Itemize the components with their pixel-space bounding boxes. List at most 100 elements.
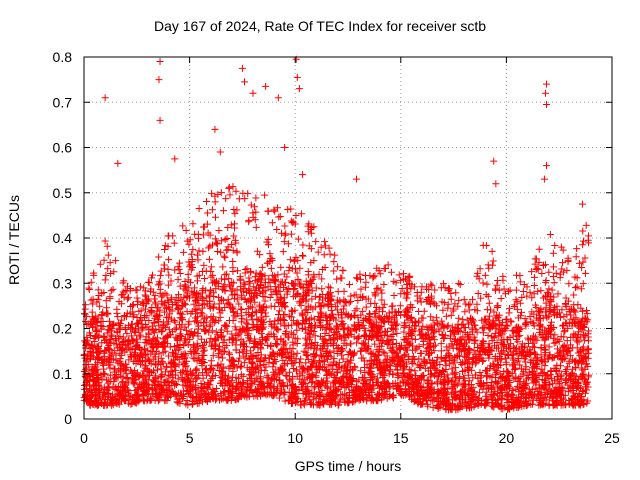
data-point — [455, 296, 463, 304]
data-point — [245, 218, 253, 226]
data-point — [549, 273, 557, 281]
data-point — [136, 283, 144, 291]
data-point — [176, 259, 184, 267]
data-point — [385, 384, 393, 392]
data-point — [112, 334, 120, 342]
data-point — [535, 258, 543, 266]
data-point — [405, 353, 413, 361]
data-point — [229, 257, 237, 265]
data-point — [153, 366, 161, 374]
data-point — [516, 278, 524, 286]
data-point — [559, 246, 567, 254]
data-point — [366, 356, 374, 364]
data-point — [241, 281, 249, 289]
data-point — [397, 276, 405, 284]
data-point — [265, 275, 273, 283]
data-point — [337, 274, 345, 282]
data-point — [380, 281, 388, 289]
data-point — [176, 282, 184, 290]
data-point — [516, 361, 524, 369]
data-point — [180, 293, 188, 301]
x-axis-label: GPS time / hours — [294, 458, 402, 474]
data-point — [584, 362, 592, 370]
data-point — [243, 265, 251, 273]
data-point — [484, 261, 492, 269]
data-point — [563, 337, 571, 345]
data-point — [82, 301, 90, 309]
data-point — [570, 291, 578, 299]
data-point — [547, 318, 555, 326]
data-point — [204, 385, 212, 393]
data-point — [405, 341, 413, 349]
data-point — [186, 336, 194, 344]
data-point — [238, 291, 246, 299]
data-point — [102, 271, 110, 279]
data-point — [158, 300, 166, 308]
data-point — [316, 358, 324, 366]
data-point — [483, 280, 491, 288]
data-point — [186, 236, 194, 244]
data-point — [261, 191, 269, 199]
data-point — [245, 277, 253, 285]
data-point — [230, 206, 238, 214]
data-point — [233, 364, 241, 372]
data-point — [148, 303, 156, 311]
data-point — [205, 255, 213, 263]
data-point — [169, 348, 177, 356]
data-point — [288, 219, 296, 227]
data-point — [182, 326, 190, 334]
data-point — [209, 352, 217, 360]
data-point — [353, 339, 361, 347]
data-point — [479, 338, 487, 346]
data-point — [114, 313, 122, 321]
data-point — [430, 336, 438, 344]
data-point — [294, 275, 302, 283]
data-point — [340, 287, 348, 295]
data-point — [407, 366, 415, 374]
data-point — [254, 316, 262, 324]
data-point — [333, 322, 341, 330]
data-point — [392, 340, 400, 348]
data-point — [268, 219, 276, 227]
data-point — [374, 352, 382, 360]
data-point — [560, 395, 568, 403]
data-point — [291, 265, 299, 273]
data-point — [374, 284, 382, 292]
data-point — [81, 344, 89, 352]
data-point — [554, 378, 562, 386]
data-point — [405, 330, 413, 338]
data-point — [581, 389, 589, 397]
data-point — [581, 269, 589, 277]
data-point — [183, 357, 191, 365]
data-point — [562, 303, 570, 311]
data-point — [512, 286, 520, 294]
data-point — [455, 279, 463, 287]
data-point — [444, 300, 452, 308]
data-point — [225, 183, 233, 191]
data-point — [473, 300, 481, 308]
data-point — [220, 207, 228, 215]
data-point — [479, 241, 487, 249]
data-point — [241, 195, 249, 203]
data-point — [144, 278, 152, 286]
data-point — [517, 308, 525, 316]
data-point — [137, 307, 145, 315]
data-point — [263, 372, 271, 380]
data-point — [559, 322, 567, 330]
data-point — [499, 276, 507, 284]
data-point — [219, 354, 227, 362]
data-point — [229, 267, 237, 275]
data-point — [556, 380, 564, 388]
data-point — [241, 342, 249, 350]
data-point — [583, 307, 591, 315]
data-point — [258, 276, 266, 284]
data-point — [307, 229, 315, 237]
data-point — [176, 269, 184, 277]
data-point — [396, 302, 404, 310]
data-point — [181, 300, 189, 308]
data-point — [566, 352, 574, 360]
data-point — [125, 294, 133, 302]
data-point — [146, 308, 154, 316]
data-point — [517, 312, 525, 320]
